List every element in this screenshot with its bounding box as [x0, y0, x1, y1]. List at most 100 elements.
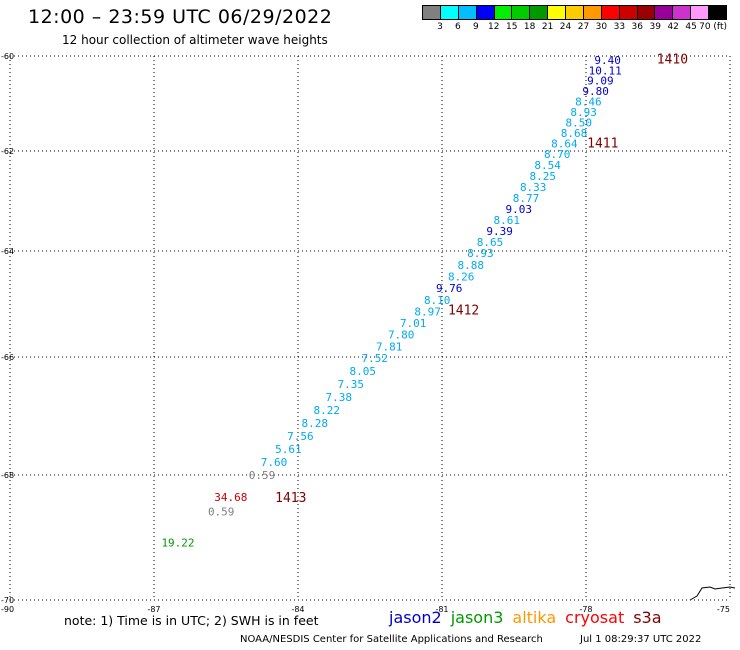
lat-tick-label: -60 — [1, 52, 14, 61]
lat-tick-label: -68 — [1, 471, 14, 480]
legend-label: 45 — [685, 22, 697, 32]
lon-tick-label: -90 — [1, 605, 14, 614]
lat-tick-label: -64 — [1, 247, 14, 256]
legend-label: 21 — [541, 22, 554, 32]
legend-label: 18 — [523, 22, 536, 32]
legend-label: 15 — [505, 22, 518, 32]
wave-height-value: 8.70 — [544, 148, 571, 161]
wave-height-value: 7.52 — [362, 352, 389, 365]
wave-height-value: 8.93 — [467, 247, 494, 260]
wave-height-value: 0.59 — [208, 505, 235, 518]
wave-height-value: 8.10 — [424, 294, 451, 307]
wave-height-value: 7.35 — [338, 378, 365, 391]
wave-height-value: 8.65 — [477, 236, 504, 249]
legend-label: 33 — [613, 22, 626, 32]
legend-swatch — [601, 6, 620, 19]
legend-swatch — [548, 6, 566, 19]
wave-height-value: 9.76 — [436, 282, 463, 295]
wave-height-value: 8.88 — [458, 259, 485, 272]
legend-swatch — [476, 6, 495, 19]
wave-height-value: 8.97 — [414, 305, 441, 318]
map-subtitle: 12 hour collection of altimeter wave hei… — [62, 33, 328, 47]
lon-tick-label: -84 — [291, 605, 304, 614]
pass-numbers: 1410 1411 1412 1413 — [275, 52, 688, 506]
wave-height-value: 8.54 — [534, 159, 561, 172]
legend-swatch — [637, 6, 656, 19]
credit-line: NOAA/NESDIS Center for Satellite Applica… — [240, 634, 543, 645]
wave-height-value: 19.22 — [161, 537, 194, 550]
legend-swatch — [655, 6, 674, 19]
wave-height-value: 8.22 — [314, 404, 341, 417]
color-legend: 3 6 9 12 15 18 21 24 27 30 33 36 39 42 45 70 (ft) — [422, 5, 738, 37]
pass-number: 1413 — [275, 491, 306, 506]
wave-height-value: 7.38 — [326, 391, 353, 404]
wave-height-value: 7.56 — [287, 430, 314, 443]
satellite-name: s3a — [633, 608, 662, 627]
legend-swatch — [566, 6, 584, 19]
wave-height-value: 9.03 — [506, 203, 533, 216]
wave-height-value: 9.39 — [486, 225, 513, 238]
wave-height-value: 7.81 — [376, 340, 403, 353]
legend-swatches — [422, 5, 727, 20]
legend-swatch — [512, 6, 531, 19]
wave-height-value: 9.09 — [587, 75, 614, 88]
lat-tick-label: -70 — [1, 596, 14, 605]
wave-height-value: 8.25 — [530, 170, 557, 183]
legend-label: 24 — [559, 22, 572, 32]
legend-swatch — [691, 6, 709, 19]
legend-labels: 3 6 9 12 15 18 21 24 27 30 33 36 39 42 45 70 (ft) — [422, 20, 738, 34]
satellite-name: altika — [512, 608, 557, 627]
footer-note: note: 1) Time is in UTC; 2) SWH is in fe… — [64, 613, 319, 628]
wave-height-value: 8.61 — [494, 214, 521, 227]
legend-label: 70 (ft) — [699, 22, 727, 32]
satellite-name: cryosat — [565, 608, 625, 627]
wave-height-value: 7.01 — [400, 317, 427, 330]
satellite-legend: jason2 jason3 altika cryosat s3a — [389, 608, 671, 627]
wave-height-values: 9.4010.119.099.808.468.938.508.688.648.7… — [161, 54, 621, 550]
legend-label: 42 — [667, 22, 679, 32]
pass-number: 1412 — [448, 303, 479, 318]
wave-height-value: 8.77 — [513, 192, 540, 205]
wave-height-value: 8.46 — [575, 96, 602, 109]
legend-swatch — [583, 6, 602, 19]
legend-swatch — [423, 6, 441, 19]
legend-swatch — [709, 6, 726, 19]
legend-label: 9 — [472, 22, 479, 32]
satellite-name: jason3 — [450, 608, 504, 627]
wave-height-value: 8.93 — [570, 106, 597, 119]
wave-height-value: 34.68 — [214, 491, 247, 504]
lon-tick-label: -75 — [717, 605, 730, 614]
wave-height-value: 8.33 — [520, 181, 547, 194]
lon-tick-label: -81 — [435, 605, 448, 614]
wave-height-value: 8.50 — [566, 117, 593, 130]
legend-swatch — [673, 6, 692, 19]
lon-tick-label: -87 — [147, 605, 160, 614]
pass-number: 1411 — [587, 136, 618, 151]
legend-swatch — [458, 6, 477, 19]
legend-label: 12 — [488, 22, 500, 32]
legend-label: 27 — [577, 22, 590, 32]
axis-ticks: -60 -62 -64 -66 -68 -70-90 -87 -84 -81 -78 -75 — [1, 52, 730, 614]
wave-height-value: 0.59 — [249, 469, 276, 482]
graticule — [9, 55, 731, 601]
map-title: 12:00 – 23:59 UTC 06/29/2022 — [28, 6, 333, 28]
wave-height-value: 10.11 — [589, 64, 622, 77]
legend-label: 30 — [595, 22, 608, 32]
wave-height-value: 8.28 — [302, 417, 329, 430]
satellite-name: jason2 — [389, 608, 442, 627]
wave-height-value: 8.26 — [448, 270, 475, 283]
legend-label: 39 — [649, 22, 661, 32]
pass-number: 1410 — [657, 52, 688, 67]
wave-height-value: 8.68 — [561, 127, 588, 140]
legend-label: 36 — [631, 22, 644, 32]
generation-timestamp: Jul 1 08:29:37 UTC 2022 — [580, 634, 702, 645]
legend-label: 3 — [437, 22, 443, 32]
legend-swatch — [530, 6, 549, 19]
legend-swatch — [440, 6, 459, 19]
legend-swatch — [494, 6, 513, 19]
wave-height-value: 7.80 — [388, 329, 415, 342]
legend-label: 6 — [455, 22, 461, 32]
wave-height-value: 9.80 — [582, 85, 609, 98]
lon-tick-label: -78 — [579, 605, 592, 614]
